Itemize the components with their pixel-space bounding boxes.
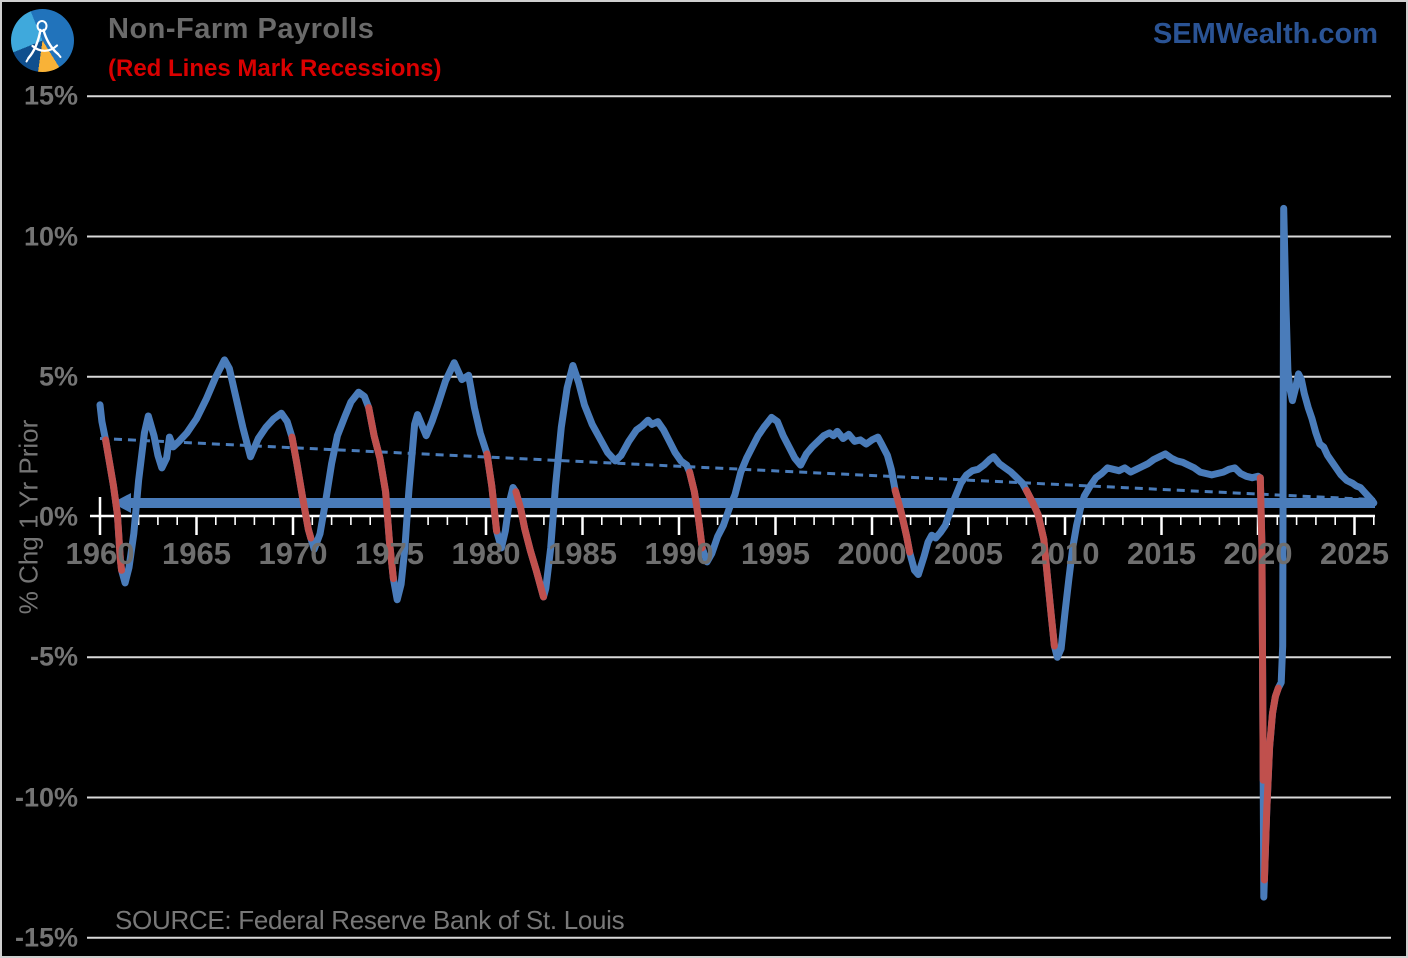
payrolls-line <box>96 204 1378 901</box>
x-tick-label-2015: 2015 <box>1127 536 1196 571</box>
x-tick-label-2020: 2020 <box>1223 536 1293 571</box>
x-tick-label-2010: 2010 <box>1030 536 1100 571</box>
recession-segment-2 <box>365 404 397 583</box>
y-tick-label--5: -5% <box>29 641 78 672</box>
source-credit: SOURCE: Federal Reserve Bank of St. Loui… <box>115 905 625 935</box>
sem-compass-logo <box>11 9 74 72</box>
x-tick-label-1965: 1965 <box>162 536 231 571</box>
x-tick-label-1975: 1975 <box>355 536 424 571</box>
brand-link[interactable]: SEMWealth.com <box>1152 18 1378 50</box>
x-tick-label-1985: 1985 <box>548 536 617 571</box>
x-tick-label-1960: 1960 <box>65 536 135 571</box>
left-arrow-icon <box>112 492 131 513</box>
recession-segment-9 <box>1260 684 1282 884</box>
chart-subtitle: (Red Lines Mark Recessions) <box>108 55 442 82</box>
recession-segment-6 <box>891 486 914 556</box>
x-tick-label-1990: 1990 <box>644 536 714 571</box>
recession-segment-0 <box>102 436 126 574</box>
recession-segment-5 <box>686 468 706 552</box>
trend-dashed-line <box>99 436 1374 502</box>
compass-icon <box>25 20 62 63</box>
recession-segment-3 <box>483 450 501 535</box>
chart-title: Non-Farm Payrolls <box>108 13 375 45</box>
x-tick-label-1995: 1995 <box>741 536 810 571</box>
recession-segment-4 <box>512 488 547 601</box>
y-tick-label--15: -15% <box>14 922 78 953</box>
x-tick-label-1980: 1980 <box>451 536 521 571</box>
recession-segment-1 <box>288 433 315 542</box>
y-tick-label-15: 15% <box>23 80 78 111</box>
y-tick-label--10: -10% <box>14 782 78 812</box>
y-tick-label-0: 0% <box>38 501 78 532</box>
x-tick-label-2025: 2025 <box>1320 536 1389 571</box>
recession-segment-7 <box>1022 486 1058 650</box>
x-tick-label-2000: 2000 <box>837 536 907 571</box>
y-tick-label-5: 5% <box>38 361 78 392</box>
y-tick-label-10: 10% <box>23 221 78 251</box>
x-tick-label-2005: 2005 <box>934 536 1003 571</box>
recession-segment-8 <box>1256 474 1267 784</box>
x-tick-label-1970: 1970 <box>258 536 328 571</box>
